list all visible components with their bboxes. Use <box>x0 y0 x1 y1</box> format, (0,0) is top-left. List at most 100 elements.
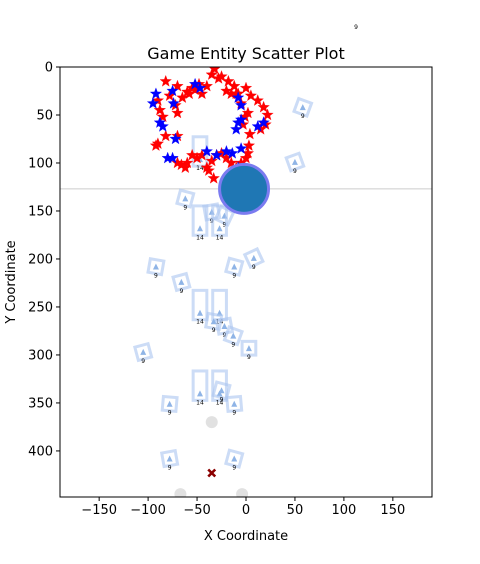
star-marker <box>200 145 213 157</box>
entity-rectangle <box>146 256 166 277</box>
y-axis-label: Y Coordinate <box>4 240 19 324</box>
axes: −150 −100 −50 0 50 100 150 0 50 100 150 200 250 300 35… <box>28 61 433 518</box>
entity-rectangle <box>224 256 245 277</box>
entity-rectangle <box>175 188 196 209</box>
y-tick-label: 0 <box>45 61 53 76</box>
star-marker <box>239 151 253 164</box>
y-tick-label: 150 <box>28 204 53 219</box>
entity-rectangle <box>224 448 245 469</box>
entity-label: 9 <box>232 410 236 417</box>
entity-rectangle <box>292 96 314 119</box>
entity-marker <box>231 455 238 462</box>
star-marker <box>159 74 172 87</box>
x-tick-label: −50 <box>183 503 210 518</box>
x-tick-label: −150 <box>81 503 117 518</box>
star-marker <box>244 89 258 102</box>
entity-label: 9 <box>141 358 145 365</box>
entity-rectangle <box>191 369 209 402</box>
entity-label: 14 <box>216 399 224 406</box>
entity-marker <box>291 158 298 165</box>
entity-rectangle-group <box>160 394 179 413</box>
y-tick-label: 50 <box>36 108 53 123</box>
entity-marker <box>196 309 203 316</box>
entity-marker <box>230 332 237 339</box>
star-marker <box>242 139 256 151</box>
entity-rectangle-group <box>242 246 265 270</box>
star-marker <box>225 87 238 100</box>
entity-marker <box>166 455 173 462</box>
entity-rectangle-group <box>211 380 232 401</box>
star-marker <box>205 68 218 80</box>
star-marker <box>234 142 248 154</box>
star-marker <box>171 106 184 119</box>
x-axis-label: X Coordinate <box>204 529 288 544</box>
star-marker <box>261 108 274 121</box>
entity-label: 9 <box>220 396 224 403</box>
entity-rectangle-group <box>204 311 224 332</box>
entity-label: 9 <box>179 288 183 295</box>
entity-label: 14 <box>216 234 224 241</box>
entity-label: 9 <box>168 464 172 471</box>
entity-label: 9 <box>252 264 256 271</box>
entity-label: 9 <box>168 410 172 417</box>
entity-marker <box>221 323 228 330</box>
entity-marker <box>182 195 189 202</box>
y-tick-label: 200 <box>28 252 53 267</box>
entity-rectangle <box>159 448 180 469</box>
entity-marker <box>218 387 225 394</box>
entity-rectangle-group <box>224 448 245 469</box>
entity-rectangle <box>284 151 306 173</box>
star-marker <box>220 145 233 157</box>
star-marker <box>205 154 218 167</box>
x-tick-label: 0 <box>242 503 250 518</box>
entity-rectangle-group <box>175 188 196 209</box>
entity-rectangle-group <box>240 339 258 357</box>
entity-rectangle-group <box>211 204 228 237</box>
x-tick-label: 150 <box>380 503 405 518</box>
entity-label: 9 <box>231 342 235 349</box>
axes-frame <box>59 66 433 498</box>
entity-rectangle <box>204 311 224 332</box>
entity-rectangle <box>222 325 244 347</box>
entity-marker <box>216 225 223 232</box>
entity-marker <box>231 263 238 270</box>
star-marker <box>230 122 243 135</box>
entity-rectangle-group <box>191 369 209 402</box>
entity-marker <box>196 390 203 397</box>
star-marker <box>243 127 257 140</box>
star-marker <box>166 151 179 164</box>
star-marker <box>234 98 248 111</box>
entity-marker <box>250 254 257 261</box>
x-marker <box>207 468 217 478</box>
star-marker <box>146 97 160 109</box>
y-tick-label: 350 <box>28 396 53 411</box>
star-marker <box>202 164 215 176</box>
entity-label: 14 <box>196 319 204 326</box>
entity-rectangle-group <box>146 256 166 277</box>
entity-rectangle <box>160 394 179 413</box>
entity-label: 9 <box>247 354 251 361</box>
entity-marker <box>210 318 217 325</box>
star-marker <box>251 94 264 106</box>
star-marker <box>169 132 182 145</box>
entity-label: 14 <box>196 234 204 241</box>
entity-label: 14 <box>196 399 204 406</box>
star-marker <box>171 79 184 92</box>
entity-label: 9 <box>232 272 236 279</box>
y-tick-label: 400 <box>28 444 53 459</box>
entity-rectangle-group <box>222 325 244 347</box>
entity-marker <box>178 278 185 285</box>
entity-marker <box>245 345 252 352</box>
entity-rectangle <box>132 341 154 363</box>
entity-rectangle-group <box>132 341 154 363</box>
chart-title: Game Entity Scatter Plot <box>147 44 344 63</box>
entity-marker <box>166 400 173 407</box>
entity-rectangle <box>191 204 209 237</box>
entity-rectangle <box>242 246 265 270</box>
entity-rectangle-group <box>191 288 209 322</box>
entity-marker <box>231 400 238 407</box>
star-marker <box>226 146 239 159</box>
entity-rectangle <box>225 394 244 413</box>
